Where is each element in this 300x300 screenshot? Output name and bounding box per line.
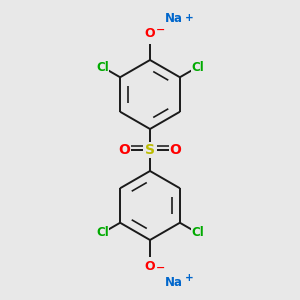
Text: Na: Na xyxy=(165,276,183,289)
Text: S: S xyxy=(145,143,155,157)
Text: O: O xyxy=(145,27,155,40)
Text: −: − xyxy=(156,25,165,35)
Text: +: + xyxy=(184,273,193,283)
Text: +: + xyxy=(184,13,193,23)
Text: Cl: Cl xyxy=(96,61,109,74)
Text: Na: Na xyxy=(165,13,183,26)
Text: O: O xyxy=(118,143,130,157)
Text: Cl: Cl xyxy=(191,61,204,74)
Text: Cl: Cl xyxy=(96,226,109,239)
Text: O: O xyxy=(169,143,181,157)
Text: −: − xyxy=(156,263,165,273)
Text: Cl: Cl xyxy=(191,226,204,239)
Text: O: O xyxy=(145,260,155,273)
